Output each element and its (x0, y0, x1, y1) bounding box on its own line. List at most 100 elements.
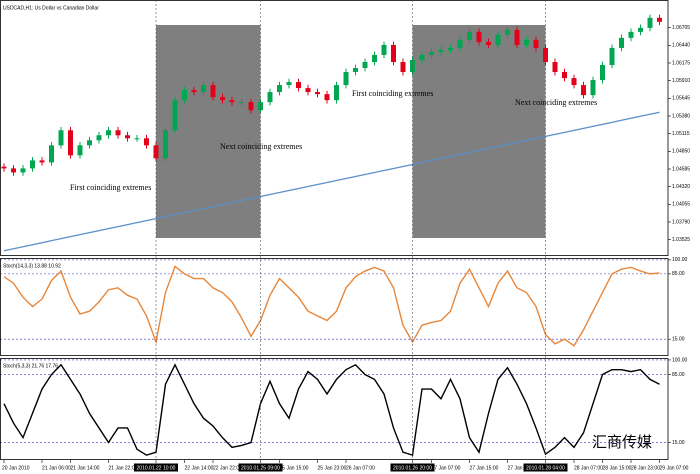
x-tick-label: 25 Jan 15:00 (280, 465, 309, 471)
y-tick-label: 1.03525 (672, 237, 690, 243)
y-tick-label: 85.00 (672, 372, 685, 378)
panel-frame (0, 258, 669, 356)
candle-body (277, 85, 282, 93)
candle-body (144, 138, 149, 146)
x-tick-label: 26 Jan 07:00 (346, 465, 375, 471)
x-tick-label: 27 Jan 15:00 (470, 465, 499, 471)
y-tick-label: 1.06175 (672, 60, 690, 66)
candle-body (239, 102, 244, 104)
x-tick-label: 28 Jan 07:00 (574, 465, 603, 471)
candle-body (467, 31, 472, 40)
x-label-highlight (523, 463, 568, 472)
annotation: First coinciding extremes (70, 183, 151, 192)
candle-body (172, 100, 178, 131)
highlight-zone (156, 25, 261, 238)
candle-body (448, 47, 453, 50)
candle-body (457, 39, 463, 48)
candle-body (353, 68, 358, 72)
candle-body (39, 160, 45, 163)
candle-body (106, 130, 111, 136)
candle-body (533, 39, 539, 48)
oscillator-line (3, 363, 660, 457)
candle-body (182, 90, 187, 101)
candle-body (619, 37, 624, 48)
candle-body (581, 85, 586, 96)
y-tick-label: 100.00 (672, 257, 688, 263)
candle-body (429, 51, 434, 55)
candle-body (201, 85, 206, 93)
candle-body (229, 100, 235, 103)
candle-body (400, 62, 406, 72)
panel-title: Stoch(5,3,3) 21.76 17.76 (3, 363, 58, 369)
candle-body (343, 72, 349, 86)
candle-body (68, 130, 73, 156)
candle-body (562, 72, 567, 79)
candle-body (410, 60, 415, 72)
x-tick-label: 28 Jan 23:00 (631, 465, 660, 471)
x-label-highlight (134, 463, 178, 472)
candle-body (486, 41, 491, 45)
candle-body (438, 49, 444, 52)
candle-body (20, 168, 26, 173)
candle-body (524, 39, 529, 45)
x-label-highlight (238, 463, 283, 472)
candle-body (30, 160, 35, 169)
candle-body (163, 130, 168, 159)
candle-body (315, 92, 320, 95)
panel-frame (0, 0, 669, 256)
x-tick-label: 21 Jan 14:00 (71, 465, 100, 471)
candle-body (258, 102, 263, 111)
candle-body (391, 44, 396, 62)
candle-body (115, 130, 121, 136)
annotation: First coinciding extremes (352, 89, 433, 98)
x-tick-label: 20 Jan 2010 (2, 465, 30, 471)
y-tick-label: 1.05380 (672, 113, 690, 119)
candle-body (96, 135, 102, 141)
x-tick-label: 22 Jan 14:00 (185, 465, 214, 471)
candle-body (305, 88, 311, 93)
candle-body (628, 31, 634, 38)
candle-body (267, 92, 273, 103)
y-tick-label: 1.04585 (672, 166, 690, 172)
candle-body (49, 145, 54, 163)
candle-body (77, 145, 83, 156)
candle-body (191, 90, 197, 93)
oscillator-line (3, 265, 660, 347)
candle-body (362, 62, 368, 68)
candle-body (11, 168, 16, 173)
x-tick-label: 2010.01.22 10:00 (137, 465, 176, 471)
y-tick-label: 1.05115 (672, 131, 690, 137)
x-tick-label: 21 Jan 06:00 (42, 465, 71, 471)
candle-body (419, 54, 425, 60)
candle-body (248, 102, 254, 111)
candle-body (638, 27, 643, 32)
y-tick-label: 15.00 (672, 440, 685, 446)
y-tick-label: 15.00 (672, 337, 685, 343)
candle-body (286, 82, 292, 86)
highlight-zone (412, 25, 546, 238)
candle-body (609, 47, 615, 65)
y-tick-label: 1.06705 (672, 25, 690, 31)
y-tick-label: 1.05910 (672, 78, 690, 84)
x-tick-label: 21 Jan 22:00 (109, 465, 138, 471)
candle-body (552, 62, 558, 72)
x-tick-label: 22 Jan 22:00 (213, 465, 242, 471)
candle-body (571, 78, 577, 86)
panel-frame (0, 358, 669, 460)
candle-body (495, 34, 501, 45)
candle-body (220, 97, 225, 101)
x-label-highlight (390, 463, 435, 472)
y-tick-label: 1.04055 (672, 202, 690, 208)
y-tick-label: 100.00 (672, 357, 688, 363)
candle-body (324, 94, 330, 101)
moving-average (3, 111, 660, 252)
annotation: Next coinciding extremes (515, 98, 597, 107)
y-tick-label: 1.04850 (672, 149, 690, 155)
candle-body (476, 31, 482, 42)
candle-body (153, 145, 159, 159)
candle-body (125, 135, 130, 139)
x-tick-label: 25 Jan 23:00 (318, 465, 347, 471)
x-tick-label: 29 Jan 07:00 (660, 465, 689, 471)
y-tick-label: 1.04320 (672, 184, 690, 190)
